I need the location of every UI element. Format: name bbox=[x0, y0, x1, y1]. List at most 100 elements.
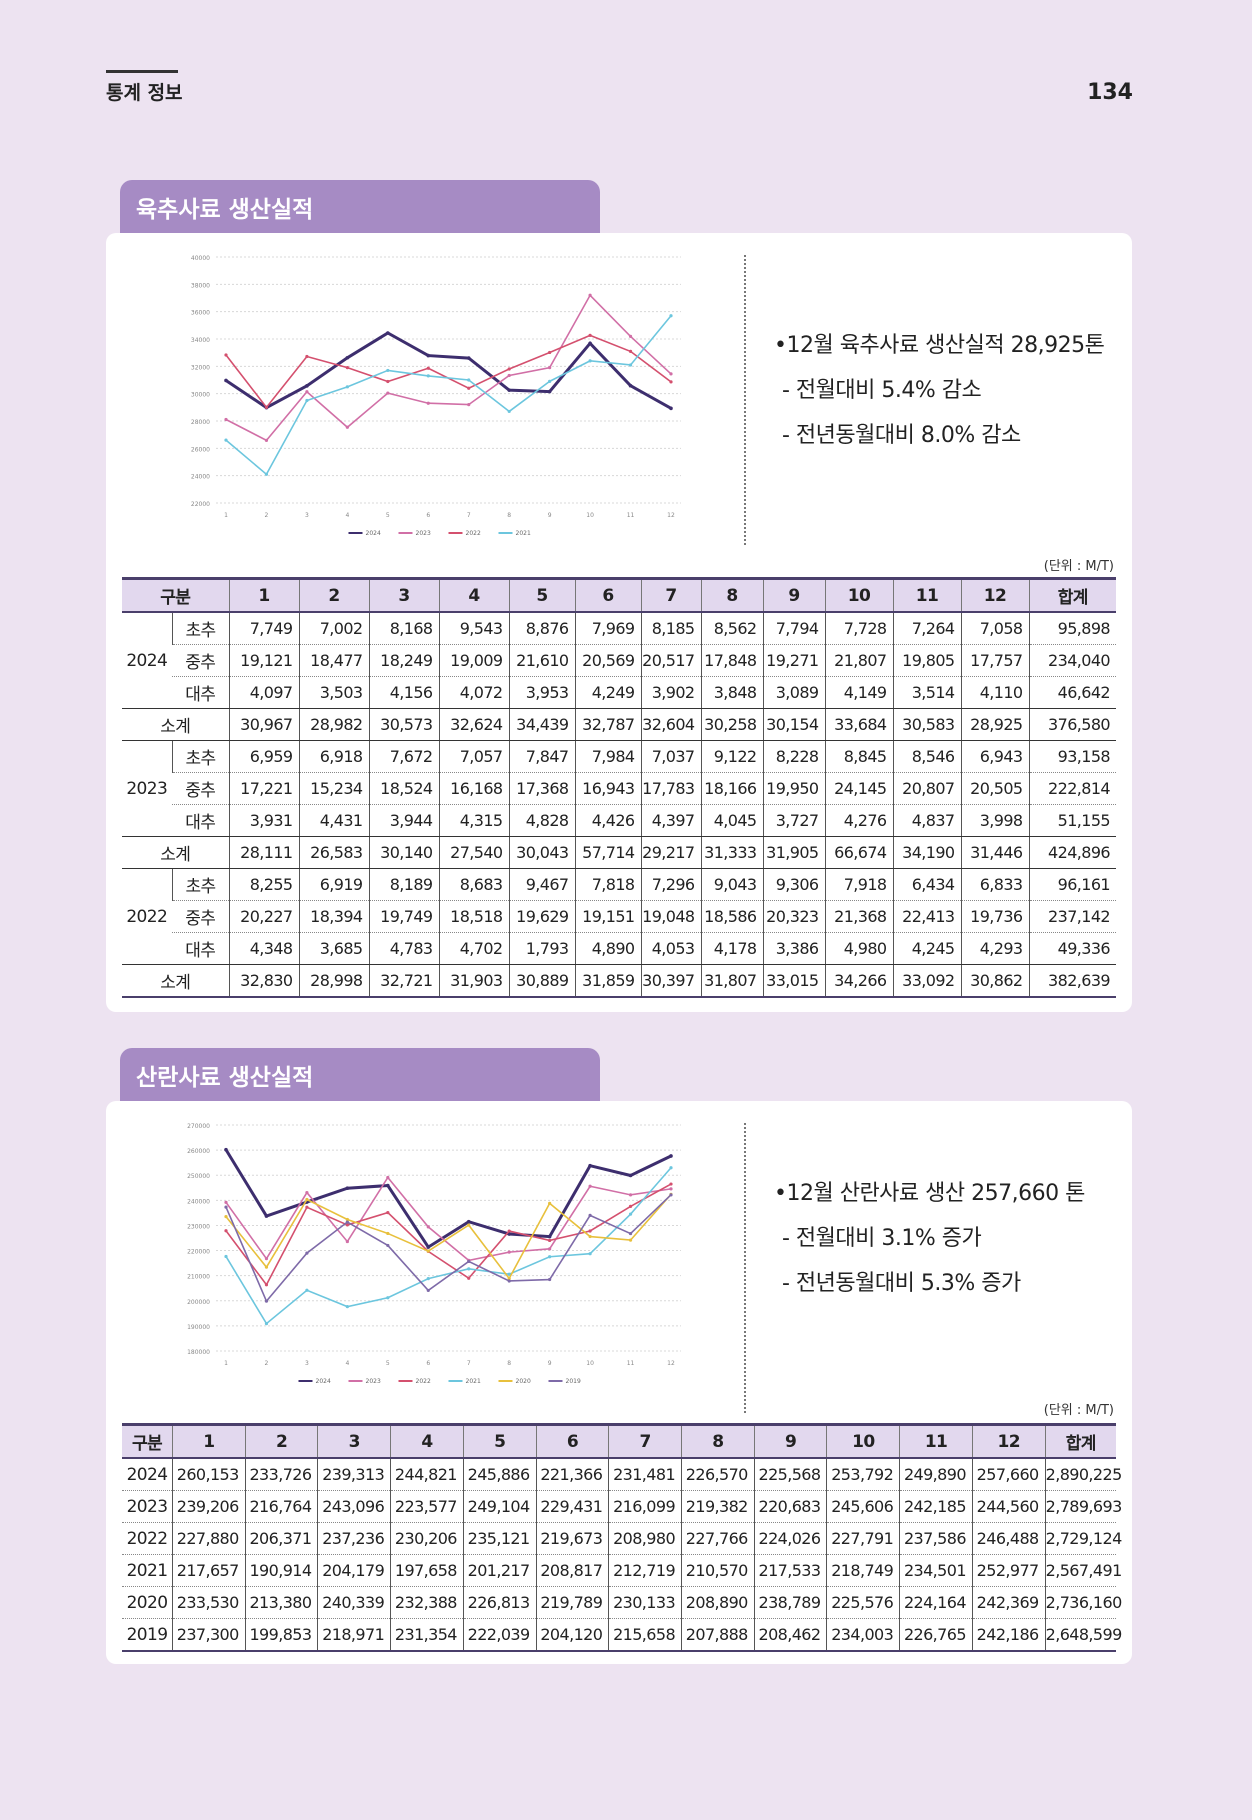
table1-value-cell: 20,807 bbox=[892, 772, 961, 805]
chart2-point-2021 bbox=[628, 1212, 633, 1216]
table1-value-cell: 7,969 bbox=[574, 612, 641, 645]
chart1-xtick-label: 6 bbox=[426, 512, 430, 519]
table2-value-cell: 220,683 bbox=[753, 1490, 827, 1523]
table1-value-cell: 20,517 bbox=[640, 644, 701, 677]
chart1-point-2023 bbox=[548, 366, 552, 370]
chart2-divider bbox=[744, 1123, 746, 1413]
chart2-point-2019 bbox=[588, 1213, 592, 1217]
table1-value-cell: 6,919 bbox=[298, 868, 369, 901]
summary1-yoy: - 전년동월대비 8.0% 감소 bbox=[782, 423, 1021, 448]
chart1-point-2024 bbox=[305, 384, 309, 388]
table1-header-cell: 2 bbox=[298, 577, 369, 613]
table2-header-cell: 6 bbox=[535, 1423, 609, 1459]
table1-value-cell: 222,814 bbox=[1028, 772, 1116, 805]
table1-value-cell: 19,749 bbox=[368, 900, 439, 933]
line-chart-layer: 180000 190000 200000 210000 220000 230000 2400… bbox=[187, 1123, 681, 1385]
table1-value-cell: 19,121 bbox=[228, 644, 299, 677]
table2-value-cell: 230,206 bbox=[390, 1522, 464, 1555]
table1-header-cell: 8 bbox=[700, 577, 763, 613]
table1-row: 2022 초추 8,255 6,919 8,189 8,683 9,467 7,818 7,29… bbox=[122, 868, 1116, 965]
table1-value-cell: 18,524 bbox=[368, 772, 439, 805]
table2-value-cell: 234,003 bbox=[826, 1618, 900, 1652]
chart1-point-2022 bbox=[264, 405, 269, 409]
table1-subtotal-value: 30,043 bbox=[508, 836, 575, 869]
table1-subtotal-value: 30,862 bbox=[960, 964, 1029, 998]
chart2-ytick-label: 260000 bbox=[187, 1148, 210, 1155]
table2-value-cell: 242,369 bbox=[971, 1586, 1046, 1619]
table2-value-cell: 206,371 bbox=[244, 1522, 318, 1555]
table1-header-row: 구분 1 2 3 4 5 6 7 8 9 10 11 12 합계 bbox=[122, 577, 1116, 613]
chart1-point-2021 bbox=[507, 409, 511, 414]
table1-subtotal-value: 30,583 bbox=[892, 708, 961, 741]
table1-value-cell: 4,426 bbox=[574, 804, 641, 837]
table2-header-cell: 4 bbox=[390, 1423, 464, 1459]
table1-value-cell: 3,685 bbox=[298, 932, 369, 965]
table1-value-cell: 19,736 bbox=[960, 900, 1029, 933]
chart2-point-2021 bbox=[548, 1255, 552, 1259]
chart-broiler-feed: 22000 24000 26000 28000 30000 32000 34000 36000… bbox=[156, 243, 816, 553]
chart1-point-2021 bbox=[264, 472, 269, 476]
table1-value-cell: 24,145 bbox=[824, 772, 893, 805]
chart2-xtick-label: 8 bbox=[507, 1360, 511, 1367]
chart-layer-feed: 180000 190000 200000 210000 220000 230000 2400… bbox=[156, 1111, 816, 1421]
table2-value-cell: 210,570 bbox=[681, 1554, 755, 1587]
table1-category-cell: 초추 bbox=[171, 612, 229, 645]
table2-value-cell: 233,530 bbox=[172, 1586, 246, 1619]
chart2-point-2022 bbox=[669, 1182, 673, 1186]
chart1-point-2023 bbox=[628, 334, 633, 339]
chart2-ytick-label: 180000 bbox=[187, 1349, 210, 1356]
chart2-point-2019 bbox=[264, 1299, 269, 1303]
chart2-point-2019 bbox=[628, 1231, 633, 1236]
table1-value-cell: 96,161 bbox=[1028, 868, 1116, 901]
table1-value-cell: 3,944 bbox=[368, 804, 439, 837]
table2-value-cell: 216,764 bbox=[244, 1490, 318, 1523]
table2-header-cell: 9 bbox=[753, 1423, 827, 1459]
chart1-point-2021 bbox=[548, 379, 552, 383]
chart2-point-2021 bbox=[426, 1277, 430, 1281]
table1-value-cell: 7,918 bbox=[824, 868, 893, 901]
chart1-xtick-label: 3 bbox=[305, 512, 309, 519]
table1-value-cell: 4,293 bbox=[960, 932, 1029, 965]
chart2-point-2023 bbox=[669, 1187, 673, 1191]
table1-subtotal-value: 33,092 bbox=[892, 964, 961, 998]
chart1-ytick-label: 24000 bbox=[191, 474, 210, 481]
table1-subtotal-value: 382,639 bbox=[1028, 964, 1116, 998]
table2-value-cell: 249,104 bbox=[462, 1490, 537, 1523]
table2-header-cell: 7 bbox=[608, 1423, 682, 1459]
table2-value-cell: 224,026 bbox=[753, 1522, 827, 1555]
chart2-point-2024 bbox=[669, 1154, 673, 1158]
table2-value-cell: 215,658 bbox=[608, 1618, 682, 1652]
table1-value-cell: 7,002 bbox=[298, 612, 369, 645]
table1-subtotal-value: 31,859 bbox=[574, 964, 641, 998]
chart2-ytick-label: 220000 bbox=[187, 1249, 210, 1256]
table2-value-cell: 242,185 bbox=[899, 1490, 973, 1523]
chart2-xtick-label: 12 bbox=[667, 1360, 675, 1367]
table1-value-cell: 18,249 bbox=[368, 644, 439, 677]
chart1-point-2021 bbox=[467, 378, 471, 382]
chart2-point-2022 bbox=[467, 1276, 471, 1280]
chart2-point-2021 bbox=[467, 1267, 471, 1271]
table1-subtotal-value: 30,397 bbox=[640, 964, 701, 998]
table1-category-cell: 대추 bbox=[172, 804, 229, 837]
table1-subtotal-value: 27,540 bbox=[438, 836, 509, 869]
chart1-point-2021 bbox=[426, 374, 430, 378]
table1-value-cell: 6,918 bbox=[298, 740, 369, 773]
chart1-xtick-label: 7 bbox=[467, 512, 471, 519]
table1-value-cell: 4,837 bbox=[892, 804, 961, 837]
summary2-mom: - 전월대비 3.1% 증가 bbox=[782, 1226, 982, 1251]
section1-summary: •12월 육추사료 생산실적 28,925톤 - 전월대비 5.4% 감소 - … bbox=[774, 323, 1105, 458]
table1-value-cell: 4,156 bbox=[368, 676, 439, 709]
table2-value-cell: 240,339 bbox=[317, 1586, 391, 1619]
table1-subtotal-value: 30,967 bbox=[228, 708, 299, 741]
table2-year-cell: 2022 bbox=[122, 1522, 173, 1555]
chart1-point-2024 bbox=[426, 353, 431, 358]
chart2-point-2022 bbox=[224, 1229, 228, 1233]
table1-header-cell: 11 bbox=[892, 577, 961, 613]
table2-row: 2023 239,206 216,764 243,096 223,577 249,104 2… bbox=[122, 1490, 1122, 1523]
chart1-point-2022 bbox=[224, 353, 228, 357]
table1-subtotal-value: 376,580 bbox=[1028, 708, 1116, 741]
chart1-point-2023 bbox=[386, 391, 390, 395]
table1-subtotal-value: 31,807 bbox=[700, 964, 763, 998]
chart2-point-2020 bbox=[264, 1265, 269, 1269]
table1-value-cell: 8,168 bbox=[368, 612, 439, 645]
